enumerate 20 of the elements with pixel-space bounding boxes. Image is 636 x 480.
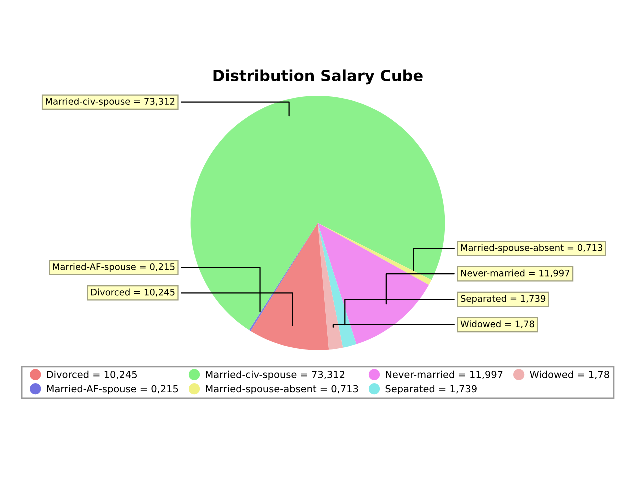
legend-label: Married-AF-spouse = 0,215 xyxy=(47,385,178,395)
slice-label: Separated = 1,739 xyxy=(461,295,546,304)
legend-label: Never-married = 11,997 xyxy=(386,370,503,380)
slice-label: Divorced = 10,245 xyxy=(91,288,175,297)
legend-label: Widowed = 1,78 xyxy=(530,370,610,380)
legend-label: Married-civ-spouse = 73,312 xyxy=(206,370,345,380)
slice-label: Married-civ-spouse = 73,312 xyxy=(46,98,175,107)
slice-label: Married-AF-spouse = 0,215 xyxy=(53,263,175,272)
pie-slice xyxy=(190,96,446,330)
pie-slice xyxy=(318,223,430,344)
legend-label: Separated = 1,739 xyxy=(386,385,477,395)
chart-title: Distribution Salary Cube xyxy=(214,70,423,85)
pie-slice xyxy=(318,223,344,350)
pie-slice xyxy=(250,223,330,350)
slice-label: Widowed = 1,78 xyxy=(460,320,534,328)
legend-label: Divorced = 10,245 xyxy=(47,370,138,380)
slice-label: Never-married = 11,997 xyxy=(461,270,570,278)
pie-slice xyxy=(318,223,357,348)
slice-label: Married-spouse-absent = 0,713 xyxy=(461,244,602,254)
legend-label: Married-spouse-absent = 0,713 xyxy=(206,385,358,395)
